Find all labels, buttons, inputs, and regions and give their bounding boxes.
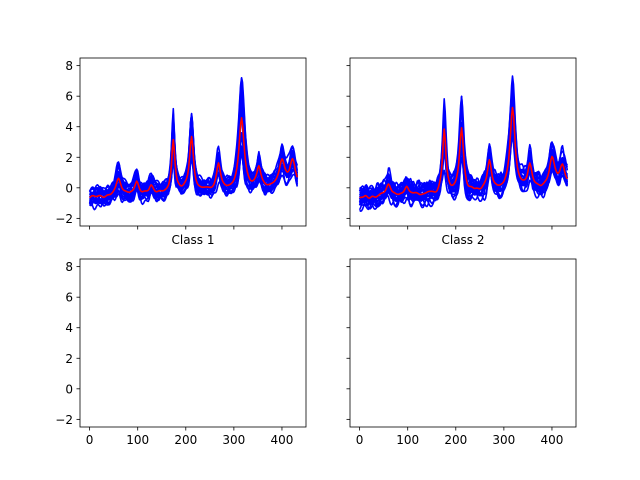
axes-frame	[349, 57, 577, 227]
y-tick-label: 8	[65, 59, 73, 73]
mean-trace	[89, 117, 299, 199]
plot-area	[358, 75, 569, 212]
y-tick-label: 0	[65, 382, 73, 396]
subplot-top-right: Class 2	[346, 57, 577, 247]
subplot-top-left: −2 0 2 4 6 8 Class 1	[55, 57, 307, 247]
subplot-bottom-right: 0 100 200 300 400	[346, 258, 577, 447]
plot-area	[88, 77, 299, 211]
axes-frame	[79, 57, 307, 227]
x-tick-label: 100	[126, 433, 149, 447]
subplot-title: Class 2	[441, 233, 484, 247]
x-tick-label: 400	[271, 433, 294, 447]
x-tick-label: 200	[174, 433, 197, 447]
x-tick-label: 200	[444, 433, 467, 447]
y-tick-label: 2	[65, 151, 73, 165]
subplot-bottom-left: 0 100 200 300 400 −2 0 2 4 6 8	[55, 258, 307, 447]
y-tick-label: −2	[55, 413, 73, 427]
y-tick-label: 8	[65, 260, 73, 274]
mean-trace	[359, 106, 569, 199]
x-tick-label: 300	[222, 433, 245, 447]
x-tick-label: 400	[541, 433, 564, 447]
axes-frame	[349, 258, 577, 428]
y-tick-label: 4	[65, 321, 73, 335]
x-tick-label: 100	[396, 433, 419, 447]
y-tick-label: −2	[55, 212, 73, 226]
y-tick-label: 6	[65, 291, 73, 305]
y-tick-label: 0	[65, 181, 73, 195]
axes-frame	[79, 258, 307, 428]
y-tick-label: 6	[65, 90, 73, 104]
subplot-title: Class 1	[171, 233, 214, 247]
y-tick-label: 4	[65, 120, 73, 134]
x-tick-label: 0	[356, 433, 364, 447]
sample-trace	[89, 120, 299, 207]
x-tick-label: 0	[86, 433, 94, 447]
x-tick-label: 300	[492, 433, 515, 447]
y-tick-label: 2	[65, 352, 73, 366]
